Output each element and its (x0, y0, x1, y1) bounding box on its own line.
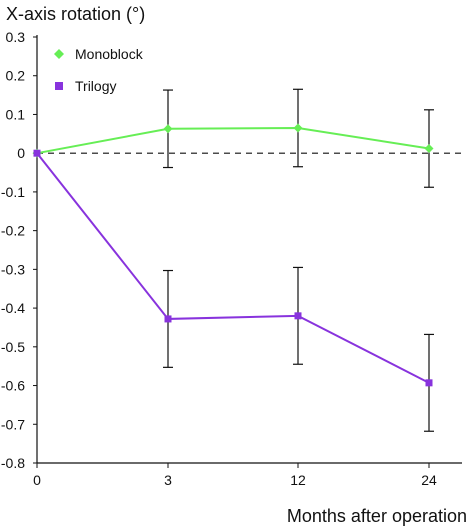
y-tick-label: -0.2 (1, 223, 25, 239)
data-point (424, 144, 434, 154)
legend-label: Trilogy (75, 78, 117, 94)
y-tick-label: 0 (17, 145, 25, 161)
data-point (294, 312, 302, 320)
series-trilogy (33, 149, 434, 432)
axes: 0.3 0.2 0.1 0 -0.1 -0.2 -0.3 -0.4 -0.5 -0.6 -0.7 -0… (1, 29, 462, 488)
y-tick-label: 0.3 (6, 29, 26, 45)
x-tick-label: 12 (290, 472, 306, 488)
y-axis-title: X-axis rotation (°) (6, 4, 145, 24)
y-tick-label: -0.5 (1, 339, 25, 355)
data-point (293, 123, 303, 133)
legend-label: Monoblock (75, 46, 144, 62)
y-tick-label: -0.6 (1, 378, 25, 394)
series-line (36, 127, 430, 155)
y-tick-label: -0.7 (1, 416, 25, 432)
legend-item-monoblock: Monoblock (54, 46, 144, 62)
y-tick-label: -0.3 (1, 261, 25, 277)
x-tick-label: 3 (164, 472, 172, 488)
data-point (164, 315, 172, 323)
x-tick-label: 0 (33, 472, 41, 488)
legend-item-trilogy: Trilogy (55, 78, 117, 94)
y-tick-label: -0.8 (1, 455, 25, 471)
y-tick-label: -0.4 (1, 300, 25, 316)
y-tick-label: 0.2 (6, 68, 26, 84)
series-layer (32, 88, 434, 432)
y-tick-label: 0.1 (6, 106, 26, 122)
data-point (163, 124, 173, 134)
x-tick-label: 24 (421, 472, 437, 488)
data-point (33, 149, 41, 157)
x-axis-title: Months after operation (287, 506, 467, 526)
series-monoblock (32, 88, 434, 188)
legend: Monoblock Trilogy (54, 46, 144, 94)
legend-swatch (54, 49, 64, 59)
legend-swatch (55, 82, 63, 90)
series-line (36, 152, 430, 384)
data-point (425, 379, 433, 387)
y-tick-label: -0.1 (1, 184, 25, 200)
